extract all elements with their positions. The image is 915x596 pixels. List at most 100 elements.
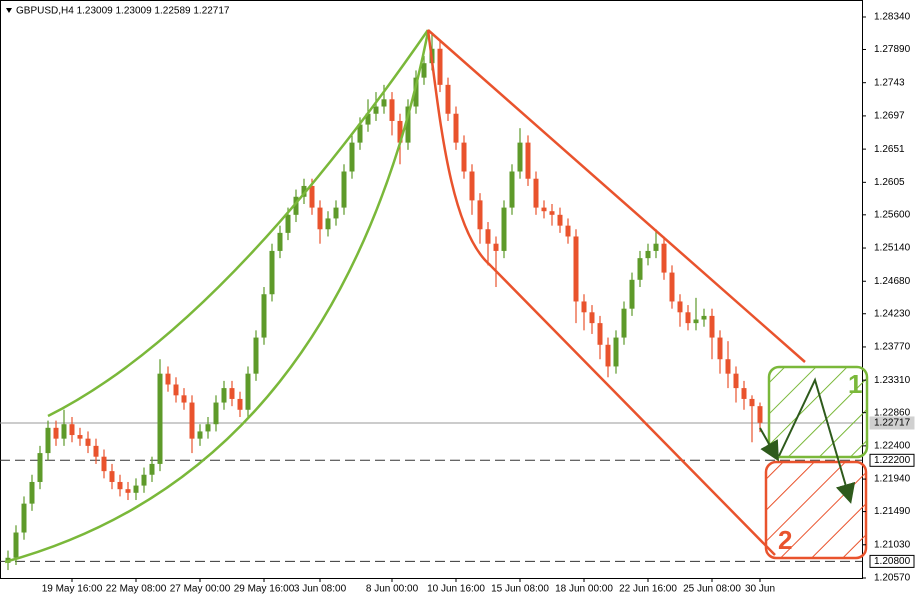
candle-body xyxy=(709,315,715,338)
candle-body xyxy=(725,359,731,374)
candle-body xyxy=(53,427,59,439)
candle-body xyxy=(733,373,739,389)
candle-body xyxy=(229,388,235,399)
candle-body xyxy=(405,106,411,143)
candle-body xyxy=(461,142,467,172)
arrow xyxy=(778,377,856,504)
candle-body xyxy=(557,214,563,226)
y-tick-label: 1.20570 xyxy=(874,573,911,584)
price-label: 1.20800 xyxy=(874,556,911,567)
candle-body xyxy=(437,48,443,85)
channel-top xyxy=(427,29,806,363)
candle-body xyxy=(717,337,723,360)
candle-body xyxy=(149,463,155,475)
x-tick-label: 22 May 08:00 xyxy=(106,584,167,595)
y-tick-label: 1.23310 xyxy=(874,375,911,386)
y-tick-label: 1.25600 xyxy=(874,209,911,220)
arrow xyxy=(759,427,779,462)
y-tick-label: 1.21490 xyxy=(874,506,911,517)
x-tick-label: 27 May 00:00 xyxy=(170,584,231,595)
annotation: 1 xyxy=(848,369,862,399)
x-tick-label: 18 Jun 00:00 xyxy=(555,584,613,595)
candle-body xyxy=(69,424,75,436)
candle-body xyxy=(477,200,483,230)
candle-body xyxy=(37,453,43,482)
candle-body xyxy=(333,207,339,219)
y-tick-label: 1.25140 xyxy=(874,243,911,254)
candle-body xyxy=(325,218,331,230)
candle-body xyxy=(525,142,531,179)
menu-arrow xyxy=(6,8,12,13)
candle-body xyxy=(285,214,291,233)
candle-body xyxy=(293,196,299,215)
candle-body xyxy=(549,211,555,215)
candle-body xyxy=(29,481,35,504)
candle-body xyxy=(21,503,27,533)
candle-body xyxy=(189,402,195,439)
candle-body xyxy=(637,258,643,280)
x-tick-label: 29 May 16:00 xyxy=(234,584,295,595)
x-tick-label: 8 Jun 00:00 xyxy=(366,584,419,595)
candle-body xyxy=(533,178,539,208)
x-tick-label: 30 Jun xyxy=(745,584,775,595)
y-tick-label: 1.24680 xyxy=(874,276,911,287)
candle-body xyxy=(613,337,619,367)
candle-body xyxy=(453,113,459,143)
candle-body xyxy=(581,301,587,313)
candle-body xyxy=(749,398,755,407)
candle-body xyxy=(45,427,51,454)
candle-body xyxy=(181,395,187,403)
candle-body xyxy=(661,243,667,273)
candle-body xyxy=(445,84,451,114)
candles xyxy=(5,32,763,571)
candle-body xyxy=(389,99,395,121)
candle-body xyxy=(605,344,611,367)
price-lines xyxy=(0,422,862,562)
candle-body xyxy=(13,532,19,558)
candle-body xyxy=(565,225,571,237)
y-tick-label: 1.27890 xyxy=(874,44,911,55)
candle-body xyxy=(93,445,99,457)
x-tick-label: 22 Jun 16:00 xyxy=(619,584,677,595)
candle-body xyxy=(669,272,675,302)
drawings xyxy=(4,29,869,564)
candle-body xyxy=(381,99,387,107)
candle-body xyxy=(621,308,627,338)
y-tick-label: 1.28340 xyxy=(874,12,911,23)
candle-body xyxy=(101,456,107,472)
x-tick-label: 3 Jun 08:00 xyxy=(294,584,347,595)
candle-body xyxy=(261,294,267,338)
target-box-1 xyxy=(767,365,869,459)
x-tick-label: 19 May 16:00 xyxy=(42,584,103,595)
candle-body xyxy=(125,489,131,493)
candle-body xyxy=(541,207,547,212)
price-label: 1.22717 xyxy=(874,418,911,429)
candle-body xyxy=(397,120,403,143)
candle-body xyxy=(301,185,307,197)
candle-body xyxy=(341,171,347,208)
candle-body xyxy=(485,229,491,244)
candle-body xyxy=(501,207,507,251)
y-tick-label: 1.2651 xyxy=(874,144,905,155)
candle-body xyxy=(357,124,363,143)
candle-body xyxy=(373,106,379,114)
candle-body xyxy=(421,63,427,78)
candle-body xyxy=(197,431,203,439)
candle-body xyxy=(677,301,683,313)
x-tick-label: 15 Jun 08:00 xyxy=(491,584,549,595)
y-tick-label: 1.21030 xyxy=(874,539,911,550)
upper-curve xyxy=(47,29,430,418)
candle-body xyxy=(309,185,315,208)
candle-body xyxy=(157,373,163,464)
candle-body xyxy=(645,250,651,259)
lower-curve xyxy=(4,31,430,564)
channel-bottom xyxy=(426,29,776,556)
candle-body xyxy=(365,113,371,125)
candle-body xyxy=(253,337,259,374)
y-tick-label: 1.2743 xyxy=(874,77,905,88)
price-label: 1.22200 xyxy=(874,455,911,466)
candle-body xyxy=(629,279,635,309)
candle-body xyxy=(701,315,707,320)
y-tick-label: 1.22400 xyxy=(874,441,911,452)
